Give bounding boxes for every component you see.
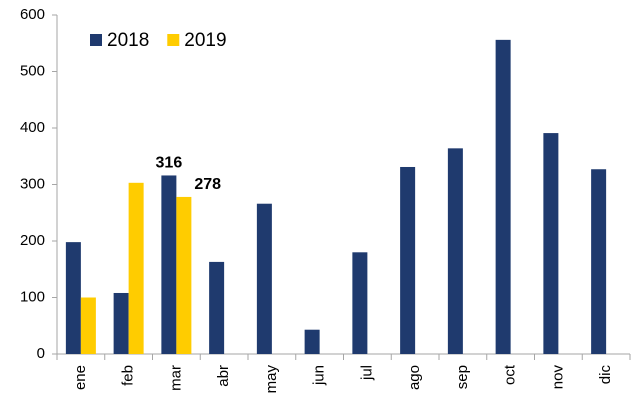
y-tick-label: 400 bbox=[20, 119, 45, 136]
bar bbox=[113, 292, 129, 354]
legend-swatch bbox=[90, 34, 102, 46]
bar bbox=[591, 169, 607, 354]
x-tick-label: abr bbox=[215, 365, 232, 387]
x-tick-label: mar bbox=[167, 365, 184, 391]
bar bbox=[256, 203, 272, 354]
bar bbox=[304, 329, 320, 354]
y-tick-label: 500 bbox=[20, 62, 45, 79]
data-label: 316 bbox=[156, 155, 183, 172]
x-tick-label: feb bbox=[120, 365, 137, 386]
y-tick-label: 300 bbox=[20, 175, 45, 192]
bar bbox=[352, 252, 368, 354]
legend-label: 2019 bbox=[184, 30, 226, 51]
bar bbox=[543, 133, 559, 354]
x-tick-label: jun bbox=[311, 365, 328, 386]
x-tick-label: sep bbox=[454, 365, 471, 389]
bar bbox=[400, 166, 416, 354]
y-tick-label: 0 bbox=[37, 345, 45, 362]
x-tick-label: ene bbox=[72, 365, 89, 390]
x-tick-label: dic bbox=[597, 365, 614, 385]
bar bbox=[495, 39, 511, 355]
y-tick-label: 100 bbox=[20, 288, 45, 305]
y-tick-label: 600 bbox=[20, 6, 45, 23]
legend-swatch bbox=[167, 34, 180, 46]
x-tick-label: ago bbox=[406, 365, 423, 390]
x-tick-label: nov bbox=[549, 365, 566, 390]
x-tick-label: may bbox=[263, 365, 280, 394]
bar bbox=[80, 297, 96, 354]
x-tick-label: jul bbox=[358, 365, 375, 381]
x-tick-label: oct bbox=[502, 364, 519, 385]
bar bbox=[128, 182, 144, 354]
bar bbox=[161, 175, 177, 354]
bar bbox=[209, 261, 225, 354]
data-label: 278 bbox=[194, 176, 221, 193]
legend-label: 2018 bbox=[107, 30, 149, 51]
bar bbox=[447, 148, 463, 354]
y-tick-label: 200 bbox=[20, 232, 45, 249]
bar bbox=[176, 196, 192, 354]
bar bbox=[65, 242, 81, 354]
